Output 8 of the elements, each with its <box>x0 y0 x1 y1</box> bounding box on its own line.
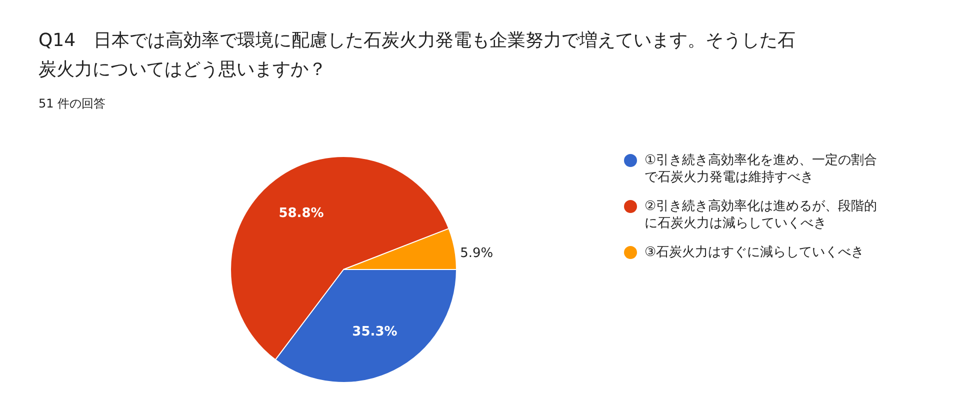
legend-label: ①引き続き高効率化を進め、一定の割合で石炭火力発電は維持すべき <box>644 152 878 185</box>
text: 51 件の回答 <box>38 96 106 110</box>
data-label: 5.9% <box>460 246 494 262</box>
chart-title: Q14 日本では高効率で環境に配慮した石炭火力発電も企業努力で増えています。そうした石炭火力についてはどう思いますか？ <box>38 30 796 80</box>
legend-label: ②引き続き高効率化は進めるが、段階的に石炭火力は減らしていくべき <box>644 198 878 231</box>
data-label: 35.3% <box>352 324 398 340</box>
data-label: 58.8% <box>278 206 324 222</box>
legend-label: ③石炭火力はすぐに減らしていくべき <box>644 245 864 260</box>
